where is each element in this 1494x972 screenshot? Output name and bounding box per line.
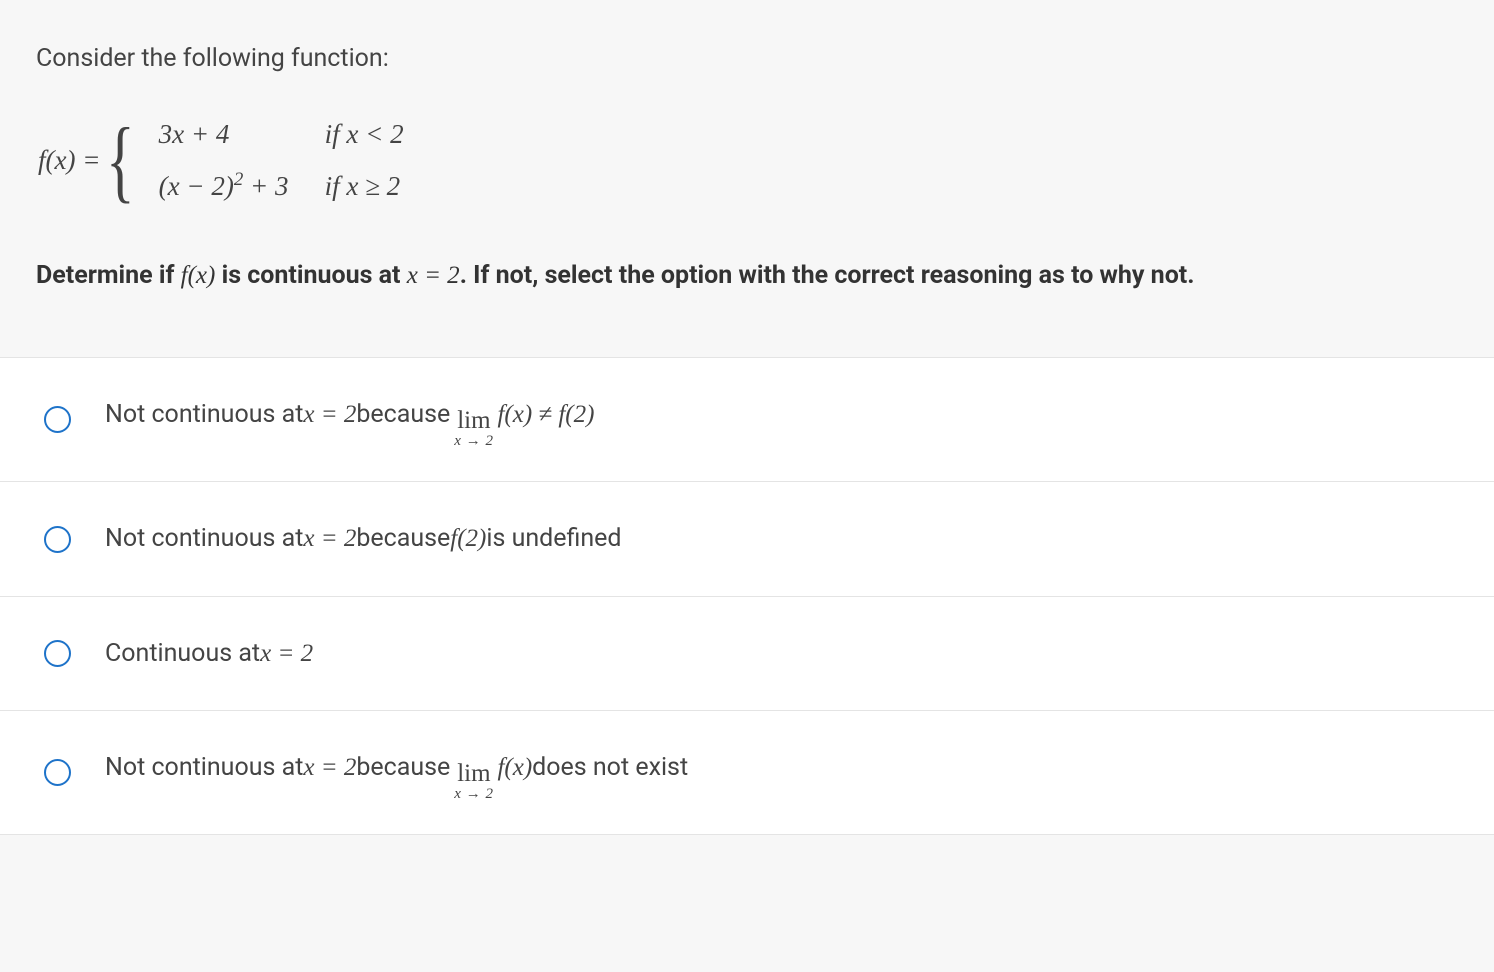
radio-circle-icon[interactable]	[44, 526, 71, 553]
limit-expression: limx → 2	[454, 761, 493, 802]
answer-xeq: x = 2	[260, 635, 313, 673]
answer-suffix: is undefined	[486, 520, 621, 558]
answer-prefix: Not continuous at	[105, 749, 303, 787]
answer-option-opt-c[interactable]: Continuous at x = 2	[0, 597, 1494, 712]
answer-prefix: Continuous at	[105, 635, 260, 673]
case-1-cond: if x < 2	[325, 114, 404, 155]
answer-option-opt-a[interactable]: Not continuous at x = 2 because limx → 2…	[0, 358, 1494, 482]
answers-container: Not continuous at x = 2 because limx → 2…	[0, 357, 1494, 835]
prompt-p3: is continuous at	[215, 261, 406, 290]
radio-circle-icon[interactable]	[44, 406, 71, 433]
answer-option-opt-b[interactable]: Not continuous at x = 2 because f(2) is …	[0, 482, 1494, 597]
function-lhs: f(x) =	[38, 140, 100, 181]
case-2-expr: (x − 2)2 + 3	[159, 166, 325, 207]
limit-expression: limx → 2	[454, 408, 493, 449]
answer-xeq: x = 2	[303, 520, 356, 558]
prompt-p1: Determine if	[36, 261, 181, 290]
piecewise-function: f(x) = { 3x + 4 if x < 2 (x − 2)2 + 3 if…	[38, 114, 1458, 207]
limit-subscript: x → 2	[454, 434, 493, 449]
answer-text: Continuous at x = 2	[105, 635, 313, 673]
case-row-2: (x − 2)2 + 3 if x ≥ 2	[159, 166, 404, 207]
answer-because: because	[356, 520, 450, 558]
answer-xeq: x = 2	[303, 396, 356, 434]
prompt-xeq: x = 2	[407, 262, 460, 289]
prompt-p5: . If not, select the option with the cor…	[460, 261, 1195, 290]
limit-body: f(x)	[497, 749, 532, 787]
piecewise-cases: 3x + 4 if x < 2 (x − 2)2 + 3 if x ≥ 2	[159, 114, 404, 207]
answer-text: Not continuous at x = 2 because limx → 2…	[105, 396, 594, 443]
answer-suffix: does not exist	[532, 749, 688, 787]
answer-xeq: x = 2	[303, 749, 356, 787]
limit-lim: lim	[457, 408, 490, 433]
answer-option-opt-d[interactable]: Not continuous at x = 2 because limx → 2…	[0, 711, 1494, 835]
radio-circle-icon[interactable]	[44, 640, 71, 667]
answer-prefix: Not continuous at	[105, 520, 303, 558]
answer-because: because	[356, 749, 450, 787]
answer-text: Not continuous at x = 2 because f(2) is …	[105, 520, 622, 558]
radio-circle-icon[interactable]	[44, 759, 71, 786]
question-prompt: Determine if f(x) is continuous at x = 2…	[36, 257, 1458, 296]
prompt-fx: f(x)	[181, 262, 216, 289]
case-2-cond: if x ≥ 2	[325, 166, 401, 207]
answer-text: Not continuous at x = 2 because limx → 2…	[105, 749, 688, 796]
limit-subscript: x → 2	[454, 787, 493, 802]
limit-lim: lim	[457, 761, 490, 786]
question-container: Consider the following function: f(x) = …	[0, 0, 1494, 295]
limit-body: f(x) ≠ f(2)	[497, 396, 594, 434]
question-intro: Consider the following function:	[36, 40, 1458, 78]
case-row-1: 3x + 4 if x < 2	[159, 114, 404, 155]
answer-expr: f(2)	[450, 520, 486, 558]
piecewise-brace: {	[106, 122, 135, 198]
answer-prefix: Not continuous at	[105, 396, 303, 434]
answer-because: because	[356, 396, 450, 434]
case-1-expr: 3x + 4	[159, 114, 325, 155]
